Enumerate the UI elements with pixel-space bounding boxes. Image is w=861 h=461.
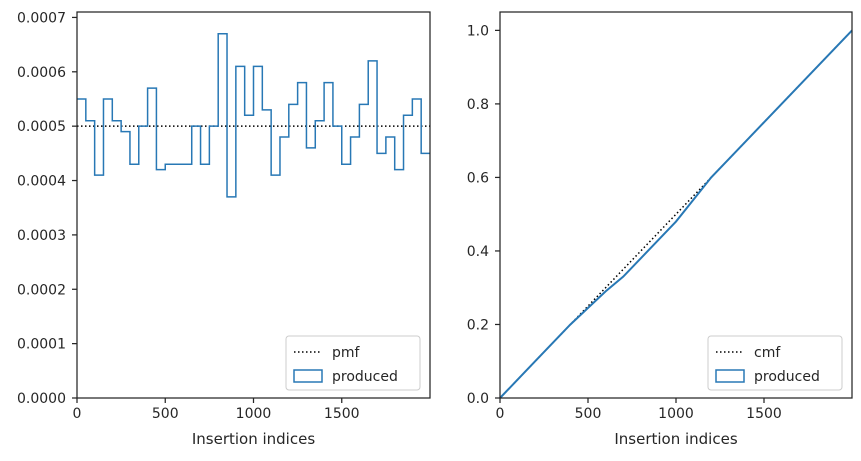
x-tick-label: 1500: [746, 406, 782, 422]
left-chart-pmf: 0 500 1000 1500 0.0000 0.0001 0.0002 0.0003 0.00…: [17, 10, 431, 448]
y-tick-label: 0.0006: [17, 65, 66, 81]
x-tick-label: 500: [152, 406, 179, 422]
legend-box: [285, 335, 421, 391]
y-tick-label: 0.0: [467, 391, 489, 407]
legend-label-produced: produced: [332, 369, 398, 385]
legend-label-cmf: cmf: [754, 345, 781, 361]
x-axis-label: Insertion indices: [192, 430, 315, 448]
x-tick-label: 1000: [236, 406, 272, 422]
x-tick-label: 500: [575, 406, 602, 422]
x-tick-label: 1000: [658, 406, 694, 422]
y-tick-label: 0.0002: [17, 282, 66, 298]
right-chart-cmf: 0 500 1000 1500 0.0 0.2 0.4 0.6 0.8 1.0 Insertion …: [467, 11, 853, 448]
x-tick-label: 1500: [324, 406, 360, 422]
x-tick-label: 0: [73, 406, 82, 422]
legend-box: [707, 335, 843, 391]
x-tick-label: 0: [496, 406, 505, 422]
y-tick-label: 0.0000: [17, 391, 66, 407]
y-tick-label: 0.4: [467, 244, 489, 260]
legend-swatch-produced: [715, 369, 745, 383]
x-axis-label: Insertion indices: [614, 430, 737, 448]
y-tick-label: 0.0007: [17, 10, 66, 26]
y-tick-label: 0.0004: [17, 174, 66, 190]
series-produced-step: [77, 32, 430, 198]
y-tick-label: 1.0: [467, 23, 489, 39]
y-tick-label: 0.0005: [17, 119, 66, 135]
y-tick-label: 0.0003: [17, 228, 66, 244]
y-tick-label: 0.2: [467, 317, 489, 333]
y-tick-label: 0.6: [467, 170, 489, 186]
legend-swatch-produced: [293, 369, 323, 383]
y-tick-label: 0.8: [467, 97, 489, 113]
y-tick-label: 0.0001: [17, 337, 66, 353]
legend-label-produced: produced: [754, 369, 820, 385]
series-produced-line: [499, 29, 853, 399]
legend-label-pmf: pmf: [332, 345, 361, 361]
